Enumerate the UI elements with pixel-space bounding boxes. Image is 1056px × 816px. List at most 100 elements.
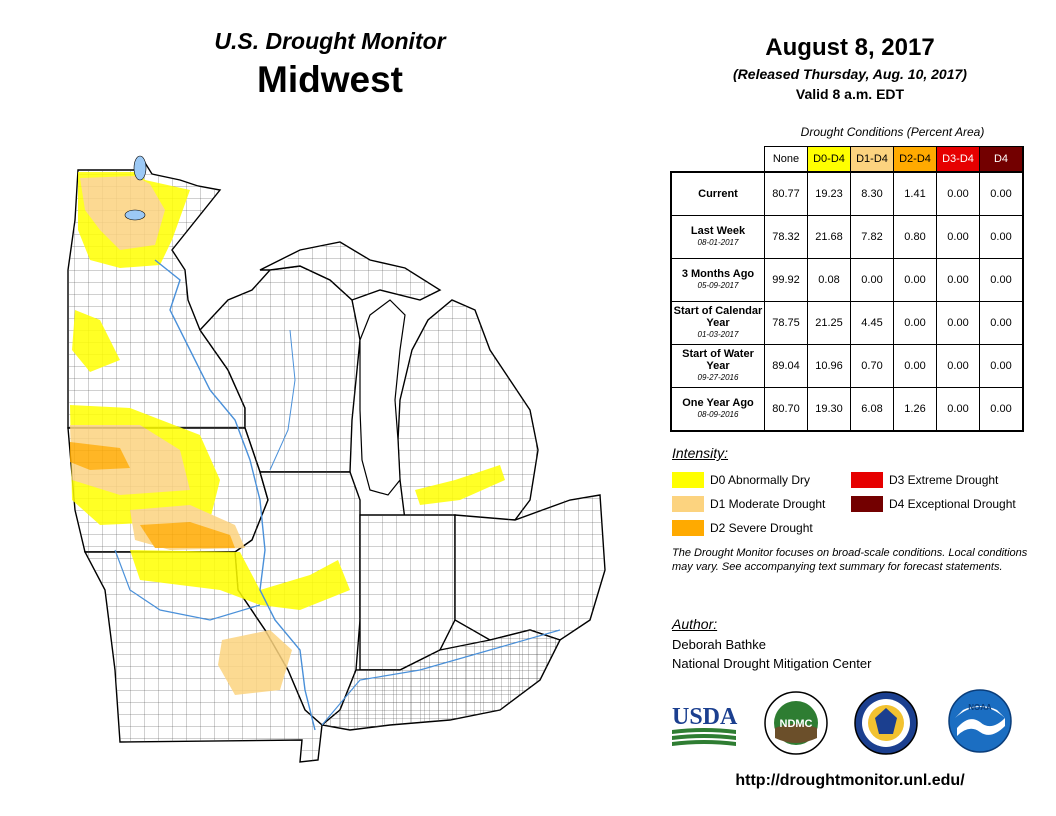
legend-item-d0: D0 Abnormally Dry bbox=[672, 472, 810, 488]
drought-areas bbox=[70, 172, 505, 695]
author-heading: Author: bbox=[672, 616, 718, 632]
release-date: (Released Thursday, Aug. 10, 2017) bbox=[733, 66, 967, 82]
legend-swatch bbox=[672, 472, 704, 488]
noaa-logo-text: NOAA bbox=[968, 703, 992, 712]
column-header: None bbox=[764, 146, 808, 173]
d0-area-w-minnesota bbox=[72, 310, 120, 372]
map-header: U.S. Drought Monitor Midwest bbox=[150, 28, 510, 101]
table-cell: 78.75 bbox=[764, 301, 808, 345]
column-header: D1-D4 bbox=[850, 146, 894, 173]
legend-item-d4: D4 Exceptional Drought bbox=[851, 496, 1016, 512]
row-label-text: 3 Months Ago bbox=[681, 268, 755, 280]
map-date: August 8, 2017 bbox=[765, 34, 935, 61]
legend-swatch bbox=[851, 496, 883, 512]
table-cell: 89.04 bbox=[764, 344, 808, 388]
drought-map bbox=[67, 155, 606, 763]
table-cell: 6.08 bbox=[850, 387, 894, 432]
lake-michigan bbox=[359, 299, 406, 496]
author-name: Deborah Bathke bbox=[672, 637, 766, 652]
drought-conditions-table: None D0-D4 D1-D4 D2-D4 D3-D4 D4 Current 8… bbox=[670, 146, 1024, 432]
table-cell: 78.32 bbox=[764, 215, 808, 259]
row-label-text: Current bbox=[698, 188, 738, 200]
row-label: 3 Months Ago 05-09-2017 bbox=[670, 258, 765, 302]
row-date: 01-03-2017 bbox=[697, 330, 739, 339]
missouri-river bbox=[114, 549, 261, 621]
d1-area-e-missouri bbox=[218, 630, 292, 695]
row-label: Start of Calendar Year 01-03-2017 bbox=[670, 301, 765, 345]
noaa-logo: NOAA bbox=[948, 689, 1012, 753]
legend-label: D1 Moderate Drought bbox=[710, 497, 826, 511]
table-cell: 0.80 bbox=[893, 215, 937, 259]
d1-area-nw-minnesota bbox=[80, 176, 165, 250]
legend-item-d3: D3 Extreme Drought bbox=[851, 472, 998, 488]
lake-of-the-woods bbox=[133, 155, 147, 181]
table-cell: 1.41 bbox=[893, 171, 937, 216]
ndmc-logo: NDMC bbox=[764, 691, 828, 755]
table-cell: 21.25 bbox=[807, 301, 851, 345]
d0-area-indiana-michigan bbox=[415, 465, 505, 505]
legend-item-d1: D1 Moderate Drought bbox=[672, 496, 825, 512]
table-row: One Year Ago 08-09-2016 80.70 19.30 6.08 1.26… bbox=[670, 387, 1024, 432]
row-date: 09-27-2016 bbox=[697, 373, 739, 382]
table-cell: 0.00 bbox=[893, 301, 937, 345]
table-cell: 0.00 bbox=[936, 344, 980, 388]
table-cell: 0.70 bbox=[850, 344, 894, 388]
website-link[interactable]: http://droughtmonitor.unl.edu/ bbox=[735, 772, 965, 789]
legend-label: D3 Extreme Drought bbox=[889, 473, 999, 487]
table-cell: 0.00 bbox=[936, 258, 980, 302]
row-date: 08-09-2016 bbox=[697, 410, 739, 419]
column-header: D4 bbox=[979, 146, 1024, 173]
legend-swatch bbox=[672, 496, 704, 512]
d2-area-s-iowa bbox=[140, 522, 235, 548]
usda-logo: USDA bbox=[672, 704, 738, 746]
table-cell: 99.92 bbox=[764, 258, 808, 302]
table-cell: 0.00 bbox=[979, 215, 1024, 259]
author-organization: National Drought Mitigation Center bbox=[672, 656, 872, 671]
table-cell: 21.68 bbox=[807, 215, 851, 259]
table-row: 3 Months Ago 05-09-2017 99.92 0.08 0.00 0.00 0… bbox=[670, 258, 1024, 302]
ndmc-logo-text: NDMC bbox=[780, 718, 813, 730]
table-cell: 80.70 bbox=[764, 387, 808, 432]
table-cell: 19.23 bbox=[807, 171, 851, 216]
table-row: Start of Calendar Year 01-03-2017 78.75 21.… bbox=[670, 301, 1024, 345]
table-row: Last Week 08-01-2017 78.32 21.68 7.82 0.80 0.0… bbox=[670, 215, 1024, 259]
ohio-river bbox=[321, 629, 561, 726]
table-cell: 80.77 bbox=[764, 171, 808, 216]
row-label-text: Last Week bbox=[690, 225, 746, 237]
table-cell: 0.08 bbox=[807, 258, 851, 302]
table-cell: 0.00 bbox=[893, 258, 937, 302]
valid-time: Valid 8 a.m. EDT bbox=[795, 86, 905, 102]
table-cell: 0.00 bbox=[936, 171, 980, 216]
d1-area-nw-iowa bbox=[70, 425, 190, 495]
d2-area-nw-iowa bbox=[70, 442, 130, 470]
product-title: U.S. Drought Monitor bbox=[214, 28, 446, 54]
wisconsin-river bbox=[269, 329, 296, 471]
row-date: 08-01-2017 bbox=[697, 238, 739, 247]
d0-area-n-missouri bbox=[130, 550, 350, 610]
table-cell: 4.45 bbox=[850, 301, 894, 345]
row-label: Current bbox=[670, 171, 765, 216]
legend-swatch bbox=[672, 520, 704, 536]
region-title: Midwest bbox=[257, 59, 403, 100]
legend-swatch bbox=[851, 472, 883, 488]
table-cell: 10.96 bbox=[807, 344, 851, 388]
column-header: D3-D4 bbox=[936, 146, 980, 173]
table-cell: 0.00 bbox=[850, 258, 894, 302]
row-label-text: Start of Calendar Year bbox=[673, 305, 763, 329]
legend-heading: Intensity: bbox=[672, 445, 729, 461]
table-cell: 0.00 bbox=[979, 171, 1024, 216]
table-cell: 0.00 bbox=[979, 344, 1024, 388]
legend-label: D0 Abnormally Dry bbox=[710, 473, 811, 487]
table-caption: Drought Conditions (Percent Area) bbox=[800, 125, 985, 139]
row-label: Last Week 08-01-2017 bbox=[670, 215, 765, 259]
usda-logo-text: USDA bbox=[672, 704, 738, 730]
table-cell: 7.82 bbox=[850, 215, 894, 259]
table-cell: 8.30 bbox=[850, 171, 894, 216]
date-header: August 8, 2017 (Released Thursday, Aug. … bbox=[690, 34, 1010, 102]
column-header: D0-D4 bbox=[807, 146, 851, 173]
column-header: D2-D4 bbox=[893, 146, 937, 173]
table-cell: 0.00 bbox=[979, 301, 1024, 345]
table-cell: 0.00 bbox=[893, 344, 937, 388]
table-cell: 19.30 bbox=[807, 387, 851, 432]
table-row: Current 80.77 19.23 8.30 1.41 0.00 0.00 bbox=[670, 171, 1024, 216]
